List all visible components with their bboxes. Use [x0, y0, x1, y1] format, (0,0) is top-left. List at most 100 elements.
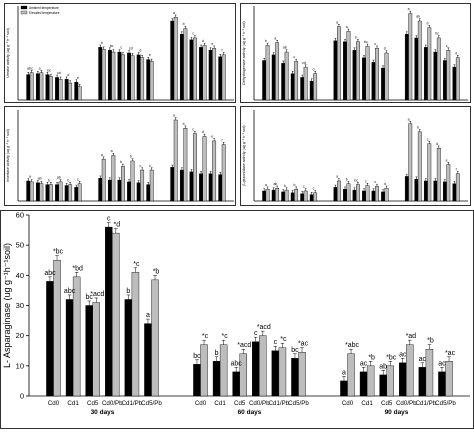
panel-2-bar-elevated-2-2 [192, 133, 197, 202]
panel-4-category-2-4: Cd1/Pb [416, 400, 437, 407]
panel-4-bar-elevated-2-5 [445, 361, 453, 397]
panel-1-bar-ambient-0-3 [290, 73, 295, 101]
panel-4-label-ambient-1-1: b [215, 350, 219, 357]
panel-0-bar-ambient-0-4 [64, 79, 69, 101]
panel-0-bar-elevated-1-1 [111, 51, 116, 101]
panel-0-bar-ambient-0-1 [35, 73, 40, 101]
panel-2-label-1-1: a [111, 149, 113, 153]
panel-1-y-label: Dehydrogenase activity (ug g⁻¹ h⁻¹ soil) [242, 21, 246, 84]
panel-2-label-0-0: a [29, 175, 31, 179]
panel-1-bar-ambient-0-1 [271, 54, 276, 101]
panel-0-bar-elevated-0-3 [58, 79, 63, 101]
panel-2-label-2-1: b [183, 122, 185, 126]
panel-3-label-0-2: b [284, 184, 286, 188]
panel-1-bar-elevated-0-2 [284, 51, 289, 101]
panel-4-label-elevated-0-1: *bd [72, 265, 83, 272]
panel-1-bar-elevated-1-3 [365, 46, 370, 101]
panel-2-bar-elevated-2-0 [173, 119, 178, 202]
panel-2-label-2-5: f [222, 138, 223, 142]
panel-4-label-elevated-1-0: *c [202, 333, 209, 340]
panel-2-bar-ambient-2-3 [199, 173, 203, 202]
panel-4-label-elevated-0-5: *b [153, 268, 160, 275]
panel-4-bar-elevated-1-5 [298, 352, 306, 397]
panel-4-label-elevated-0-2: *acd [90, 291, 104, 298]
panel-0-label-2-5: f [222, 49, 223, 53]
panel-3-bar-ambient-0-4 [300, 193, 305, 202]
panel-3-label-0-3: b [293, 183, 295, 187]
panel-0-bar-elevated-2-4 [212, 48, 217, 101]
panel-0-y-label: Urease activity (ug g⁻¹ h⁻¹ soil) [6, 28, 10, 78]
panel-3-bar-elevated-2-5 [455, 173, 460, 202]
panel-0-bar-ambient-2-4 [208, 49, 213, 101]
panel-4-label-ambient-0-4: b [126, 288, 130, 295]
panel-3-bar-ambient-0-0 [262, 190, 267, 202]
panel-2-bar-elevated-1-5 [149, 169, 154, 202]
panel-2-label-0-5: c [77, 177, 79, 181]
panel-3-label-0-1: ab [273, 182, 277, 186]
panel-4-ytick-label-1: 10 [16, 361, 24, 370]
panel-3-bar-ambient-2-1 [414, 178, 419, 202]
panel-1-label-1-4: c [374, 42, 376, 46]
panel-3-label-1-5: d [384, 182, 386, 186]
panel-4-label-elevated-1-5: *ac [298, 341, 309, 348]
panel-1-bar-elevated-1-4 [375, 48, 379, 101]
panel-4-bar-ambient-2-1 [359, 371, 368, 397]
panel-4-label-ambient-2-2: ab [379, 363, 387, 370]
panel-4-bar-ambient-2-3 [399, 362, 407, 397]
panel-4-label-ambient-0-5: a [146, 312, 150, 319]
panel-2-bar-ambient-1-0 [98, 178, 103, 202]
panel-0-bar-elevated-1-0 [101, 49, 106, 101]
panel-4-label-ambient-1-4: c [274, 339, 278, 346]
panel-2-y-label: Invertase activity (ug g⁻¹ h⁻¹ soil) [6, 129, 10, 182]
panel-1-label-0-4: cd [302, 61, 306, 65]
panel-4-category-2-1: Cd1 [361, 400, 373, 407]
panel-4-bar-ambient-0-3 [105, 226, 113, 397]
panel-1-bar-elevated-0-4 [303, 66, 308, 101]
panel-4-label-ambient-0-0: abc [44, 270, 56, 277]
panel-4-y-label: L- Asparaginase (ug g⁻¹h⁻¹soil) [2, 243, 12, 368]
panel-0-bar-ambient-2-0 [170, 20, 175, 101]
panel-3-label-1-3: c [365, 179, 367, 183]
panel-2-bar-elevated-0-1 [39, 183, 44, 202]
panel-4-bar-elevated-2-1 [366, 365, 375, 397]
panel-1-bar-elevated-2-5 [455, 57, 460, 101]
panel-3-bar-ambient-2-0 [404, 176, 409, 202]
panel-2-bar-ambient-2-1 [179, 169, 184, 202]
panel-1-bar-ambient-1-0 [333, 40, 338, 101]
panel-4-group-1: 60 days [238, 409, 262, 416]
panel-0-bar-ambient-1-3 [127, 52, 132, 101]
panel-4-category-1-0: Cd0 [195, 400, 207, 407]
panel-4-category-0-2: Cd5 [87, 400, 99, 407]
panel-3-bar-ambient-1-4 [371, 190, 376, 202]
panel-0-bar-elevated-1-4 [140, 57, 145, 101]
panel-2-bar-ambient-0-0 [26, 180, 31, 202]
panel-1-bar-elevated-2-0 [408, 13, 413, 101]
panel-2-bar-elevated-0-5 [77, 183, 82, 202]
panel-0-label-1-3: cd [129, 47, 133, 51]
panel-2-bar-elevated-2-4 [212, 140, 217, 202]
legend-entry-1: Elevated temperature [29, 11, 60, 15]
panel-1-bar-ambient-2-2 [423, 47, 428, 101]
panel-2-bar-elevated-0-0 [29, 181, 34, 202]
panel-0-label-1-2: c [120, 46, 122, 50]
panel-2-label-0-1: ab [38, 177, 42, 181]
panel-1-label-2-4: c [446, 44, 448, 48]
panel-2-bar-elevated-0-2 [49, 184, 53, 202]
panel-2-bar-ambient-1-2 [117, 179, 122, 202]
panel-2-bar-ambient-1-3 [127, 181, 132, 202]
panel-1-bar-elevated-0-1 [275, 42, 280, 101]
panel-2-bar-elevated-0-3 [58, 181, 63, 202]
panel-3-label-2-5: f [456, 167, 457, 171]
panel-2-bar-ambient-1-5 [146, 184, 151, 202]
panel-2-bar-ambient-0-4 [64, 185, 69, 202]
panel-3-label-0-5: c [313, 187, 315, 191]
panel-3-label-2-0: a [408, 117, 410, 121]
panel-2-bar-ambient-0-3 [55, 184, 60, 202]
panel-2-bar-elevated-1-4 [140, 169, 145, 202]
panel-3-bar-elevated-0-0 [265, 188, 270, 202]
panel-2-label-2-0: a [173, 114, 175, 118]
panel-0-bar-ambient-2-1 [179, 34, 184, 101]
panel-3-bar-ambient-1-2 [352, 189, 357, 202]
panel-1-label-1-2: b [355, 35, 357, 39]
